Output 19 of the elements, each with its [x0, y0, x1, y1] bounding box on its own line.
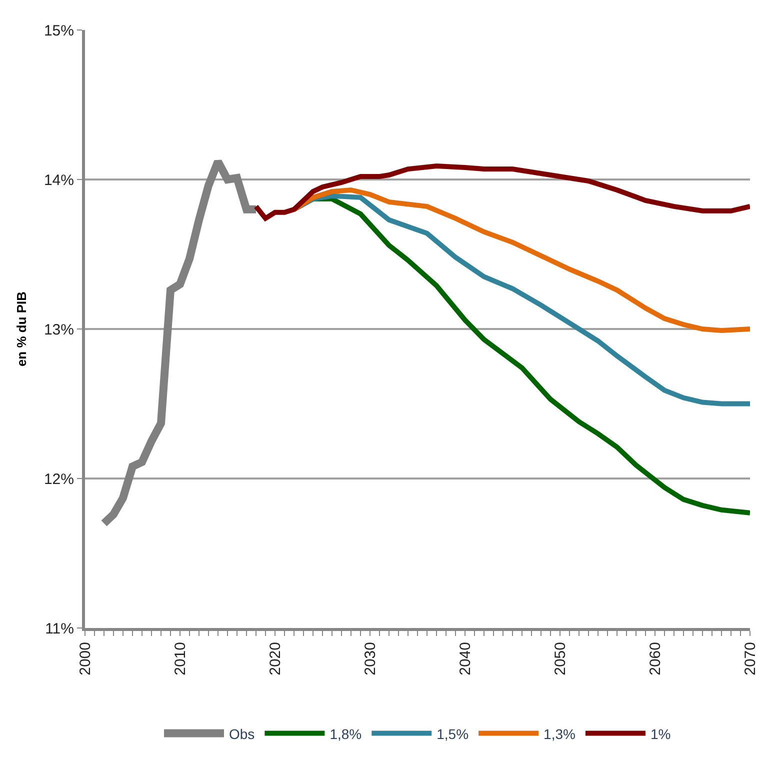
y-tick-label: 11% [45, 620, 74, 638]
y-tick-label: 15% [44, 22, 74, 40]
x-tick-label: 2070 [742, 642, 759, 676]
legend-label: 1,5% [436, 726, 469, 742]
legend-label: 1% [650, 726, 671, 742]
legend-label: 1,8% [330, 726, 362, 742]
y-tick-label: 14% [44, 172, 74, 189]
y-tick-label: 12% [44, 470, 74, 488]
x-tick-label: 2010 [172, 642, 189, 676]
legend-label: 1,3% [544, 726, 576, 742]
x-tick-label: 2000 [76, 642, 94, 676]
x-tick-label: 2030 [362, 642, 379, 676]
x-tick-label: 2050 [552, 642, 569, 676]
legend-label: Obs [229, 726, 255, 742]
x-tick-label: 2020 [266, 642, 284, 676]
x-tick-label: 2060 [646, 642, 664, 676]
y-axis-title: en % du PIB [14, 291, 29, 367]
y-tick-label: 13% [44, 321, 74, 338]
x-tick-label: 2040 [456, 642, 474, 676]
